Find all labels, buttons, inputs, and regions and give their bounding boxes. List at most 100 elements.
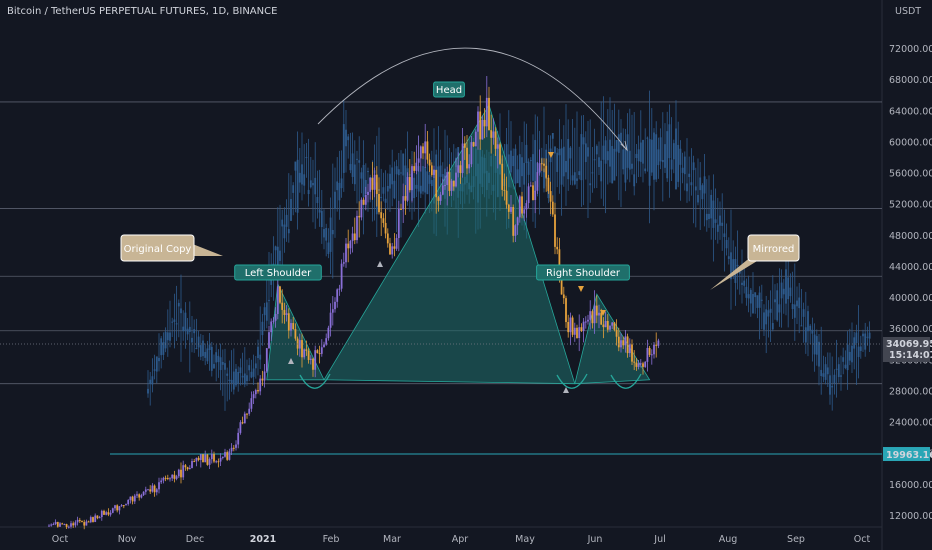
- mirrored-candle: [690, 182, 693, 186]
- price-candle: [294, 329, 297, 339]
- price-candle: [595, 305, 598, 316]
- price-candle: [164, 477, 167, 479]
- mirrored-candle: [565, 160, 567, 173]
- price-candle: [274, 313, 277, 321]
- price-candle: [540, 163, 543, 165]
- mirrored-candle: [362, 164, 365, 197]
- y-tick-label: 16000.00: [889, 480, 932, 491]
- mirrored-candle: [202, 340, 204, 357]
- price-candle: [193, 461, 196, 463]
- price-candle: [371, 178, 374, 190]
- left-shoulder-label-box[interactable]: [234, 264, 322, 281]
- head-label-box[interactable]: [433, 81, 465, 98]
- mirrored-candle: [648, 139, 651, 186]
- price-candle: [569, 317, 572, 333]
- cup-curve[interactable]: [610, 373, 642, 389]
- cup-curve[interactable]: [556, 373, 588, 389]
- price-candle: [549, 191, 552, 202]
- mirrored-candle: [551, 132, 554, 139]
- price-candle: [186, 467, 189, 470]
- price-candle: [54, 521, 57, 525]
- mirrored-candle: [149, 379, 152, 385]
- price-candle: [402, 196, 405, 210]
- mirrored-candle: [320, 210, 323, 228]
- mirrored-candle: [243, 373, 246, 385]
- price-candle: [543, 163, 545, 166]
- mirrored-candle: [582, 137, 585, 145]
- mirrored-candle: [844, 364, 847, 369]
- price-candle: [644, 361, 647, 367]
- price-candle: [63, 524, 66, 526]
- price-candle: [188, 467, 191, 470]
- price-candle: [611, 322, 614, 326]
- mirrored-candle: [173, 319, 176, 322]
- mirrored-candle: [151, 376, 154, 385]
- mirrored-candle: [787, 277, 790, 300]
- y-tick-label: 60000.00: [889, 137, 932, 148]
- price-candle: [268, 332, 270, 349]
- y-tick-label: 24000.00: [889, 418, 932, 429]
- price-candle: [74, 522, 77, 526]
- price-candle: [373, 174, 376, 190]
- mirrored-candle: [175, 323, 178, 325]
- price-candle: [538, 163, 541, 173]
- price-candle: [230, 447, 233, 452]
- mirrored-candle: [160, 338, 163, 356]
- price-candle: [591, 311, 594, 324]
- mirror-arrow-arc[interactable]: [317, 47, 628, 151]
- price-candle: [635, 362, 638, 367]
- head-triangle[interactable]: [323, 104, 576, 385]
- original-copy-callout-box[interactable]: [120, 234, 195, 262]
- price-candle: [472, 142, 475, 147]
- mirrored-candle: [221, 361, 224, 365]
- price-candle: [103, 510, 105, 515]
- price-candle: [430, 165, 433, 175]
- price-candle: [107, 512, 110, 515]
- price-candle: [466, 147, 468, 169]
- support-price-box[interactable]: [883, 447, 930, 462]
- mirrored-candle: [391, 167, 394, 185]
- price-candle: [131, 496, 134, 502]
- x-tick-label: Nov: [118, 534, 137, 545]
- cup-curve[interactable]: [299, 373, 331, 389]
- price-candle: [536, 172, 539, 191]
- mirrored-callout-box[interactable]: [747, 234, 800, 262]
- mirrored-candle: [595, 146, 598, 155]
- price-candle: [224, 452, 226, 457]
- price-candle: [547, 177, 550, 192]
- right-shoulder-label-box[interactable]: [536, 264, 630, 281]
- mirrored-callout-tail: [710, 256, 762, 290]
- mirrored-candle: [774, 299, 776, 303]
- price-candle: [345, 243, 347, 263]
- right-shoulder-triangle[interactable]: [574, 293, 651, 385]
- x-tick-label: Dec: [186, 534, 204, 545]
- mirrored-candle: [232, 371, 235, 390]
- y-tick-label: 44000.00: [889, 262, 932, 273]
- price-candle: [114, 505, 116, 509]
- mirrored-candle: [760, 299, 763, 301]
- last-price-box[interactable]: [883, 337, 930, 362]
- mirrored-candle: [215, 352, 218, 363]
- price-candle: [369, 178, 372, 192]
- mirrored-candle: [325, 227, 328, 241]
- price-candle: [199, 454, 202, 461]
- mirrored-candle: [837, 364, 840, 378]
- marker-triangle: [563, 387, 569, 393]
- mirrored-candle: [791, 304, 794, 310]
- mirrored-candle: [351, 153, 354, 177]
- price-candle: [83, 522, 86, 526]
- mirrored-candle: [567, 139, 570, 180]
- x-tick-label: Apr: [452, 534, 469, 545]
- mirrored-candle: [305, 157, 308, 159]
- mirrored-candle: [195, 347, 198, 349]
- mirrored-candle: [230, 379, 233, 384]
- price-candle: [261, 378, 264, 381]
- mirrored-candle: [199, 345, 202, 357]
- price-candle: [239, 422, 242, 433]
- mirrored-candle: [820, 369, 823, 377]
- mirrored-candle: [611, 146, 614, 184]
- mirrored-candle: [848, 351, 851, 361]
- price-candle: [609, 325, 611, 330]
- mirrored-candle: [518, 154, 521, 188]
